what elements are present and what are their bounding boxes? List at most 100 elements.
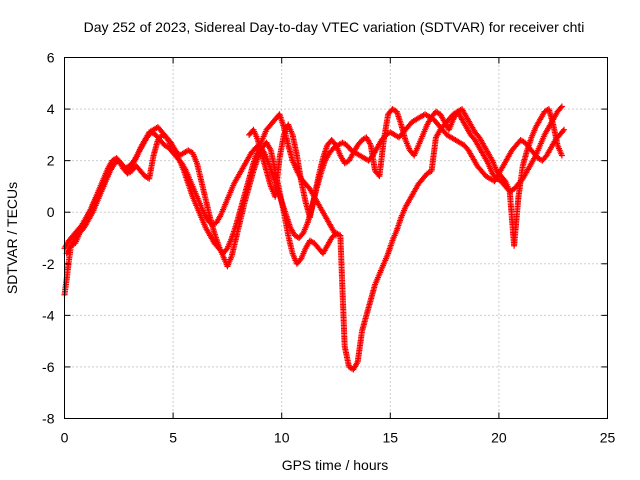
- data-point: [293, 256, 304, 267]
- data-point: [458, 106, 469, 119]
- data-point: [202, 224, 213, 237]
- data-point: [367, 282, 378, 303]
- data-point: [174, 155, 184, 165]
- data-point: [298, 247, 308, 262]
- data-point: [98, 179, 109, 195]
- data-point: [493, 175, 503, 184]
- data-point: [445, 112, 456, 123]
- data-point: [361, 155, 371, 163]
- data-point: [402, 137, 413, 152]
- y-tick-label: -8: [42, 411, 55, 427]
- data-point: [467, 131, 477, 142]
- data-point: [148, 129, 158, 137]
- data-point: [233, 208, 243, 229]
- plot-frame: [64, 57, 608, 419]
- data-point: [267, 147, 278, 173]
- data-point: [561, 126, 568, 133]
- data-point: [474, 162, 484, 173]
- data-point: [139, 135, 150, 149]
- data-point: [461, 142, 471, 153]
- data-point: [237, 200, 248, 223]
- data-point: [328, 137, 338, 147]
- data-point: [376, 262, 387, 278]
- data-point: [259, 152, 270, 173]
- data-point: [102, 169, 113, 185]
- x-axis-label: GPS time / hours: [282, 457, 389, 473]
- data-point: [85, 210, 95, 223]
- data-point: [422, 111, 431, 119]
- y-tick-label: 6: [47, 50, 55, 66]
- x-tick-label: 10: [274, 430, 290, 446]
- data-point: [363, 298, 374, 319]
- data-point: [202, 196, 213, 219]
- data-point: [198, 178, 209, 201]
- data-point: [150, 138, 161, 159]
- data-point: [276, 188, 287, 214]
- data-point: [346, 151, 356, 164]
- data-point: [359, 135, 368, 144]
- data-point: [183, 167, 193, 183]
- data-point: [391, 131, 401, 140]
- data-point: [493, 167, 503, 178]
- data-point: [532, 117, 543, 131]
- data-point: [519, 148, 530, 169]
- data-point: [254, 137, 265, 157]
- data-point: [389, 106, 399, 114]
- data-point: [193, 160, 204, 183]
- data-point: [61, 277, 70, 298]
- data-point: [478, 167, 488, 178]
- data-point: [326, 146, 336, 156]
- data-point: [508, 143, 519, 154]
- data-point: [178, 160, 189, 173]
- data-point: [445, 118, 456, 133]
- data-point: [150, 124, 160, 133]
- data-point: [380, 112, 391, 144]
- data-point: [413, 114, 423, 123]
- data-point: [380, 252, 391, 267]
- data-point: [528, 154, 538, 167]
- data-point: [280, 209, 291, 237]
- data-point: [233, 218, 244, 241]
- data-point: [239, 159, 250, 172]
- data-point: [302, 180, 312, 191]
- data-point: [235, 166, 245, 180]
- data-point: [465, 147, 475, 160]
- data-point: [252, 143, 262, 151]
- data-point: [68, 236, 78, 249]
- data-point: [285, 232, 296, 255]
- data-point: [154, 124, 165, 134]
- data-point: [189, 193, 200, 209]
- data-point: [267, 117, 278, 128]
- data-point: [224, 236, 235, 252]
- data-point: [432, 128, 443, 141]
- y-tick-label: -6: [42, 359, 55, 375]
- data-point: [489, 157, 500, 173]
- y-tick-label: 0: [47, 204, 55, 220]
- data-point: [458, 116, 469, 129]
- data-point: [115, 157, 126, 170]
- data-point: [341, 158, 351, 167]
- data-point: [537, 133, 547, 149]
- data-point: [63, 259, 72, 283]
- data-point: [187, 178, 198, 193]
- data-point: [485, 149, 495, 163]
- data-point: [448, 134, 458, 143]
- data-point: [350, 360, 360, 373]
- data-point: [189, 149, 200, 165]
- data-point: [419, 123, 430, 138]
- axis-ticks: 0 5 10 15 20 25 -8 -6 -4 -2 0 2 4 6: [42, 50, 615, 446]
- data-point: [517, 137, 527, 145]
- data-point: [126, 158, 136, 169]
- data-point: [539, 153, 549, 164]
- data-point: [476, 134, 486, 147]
- data-point: [250, 126, 261, 142]
- data-point: [443, 131, 453, 140]
- data-point: [291, 232, 301, 241]
- data-point: [285, 142, 296, 163]
- series-trace-b: [61, 111, 568, 252]
- data-point: [409, 117, 418, 125]
- data-point: [276, 133, 287, 162]
- data-point: [472, 137, 482, 150]
- series-trace-c: [63, 103, 565, 373]
- data-point: [363, 134, 373, 147]
